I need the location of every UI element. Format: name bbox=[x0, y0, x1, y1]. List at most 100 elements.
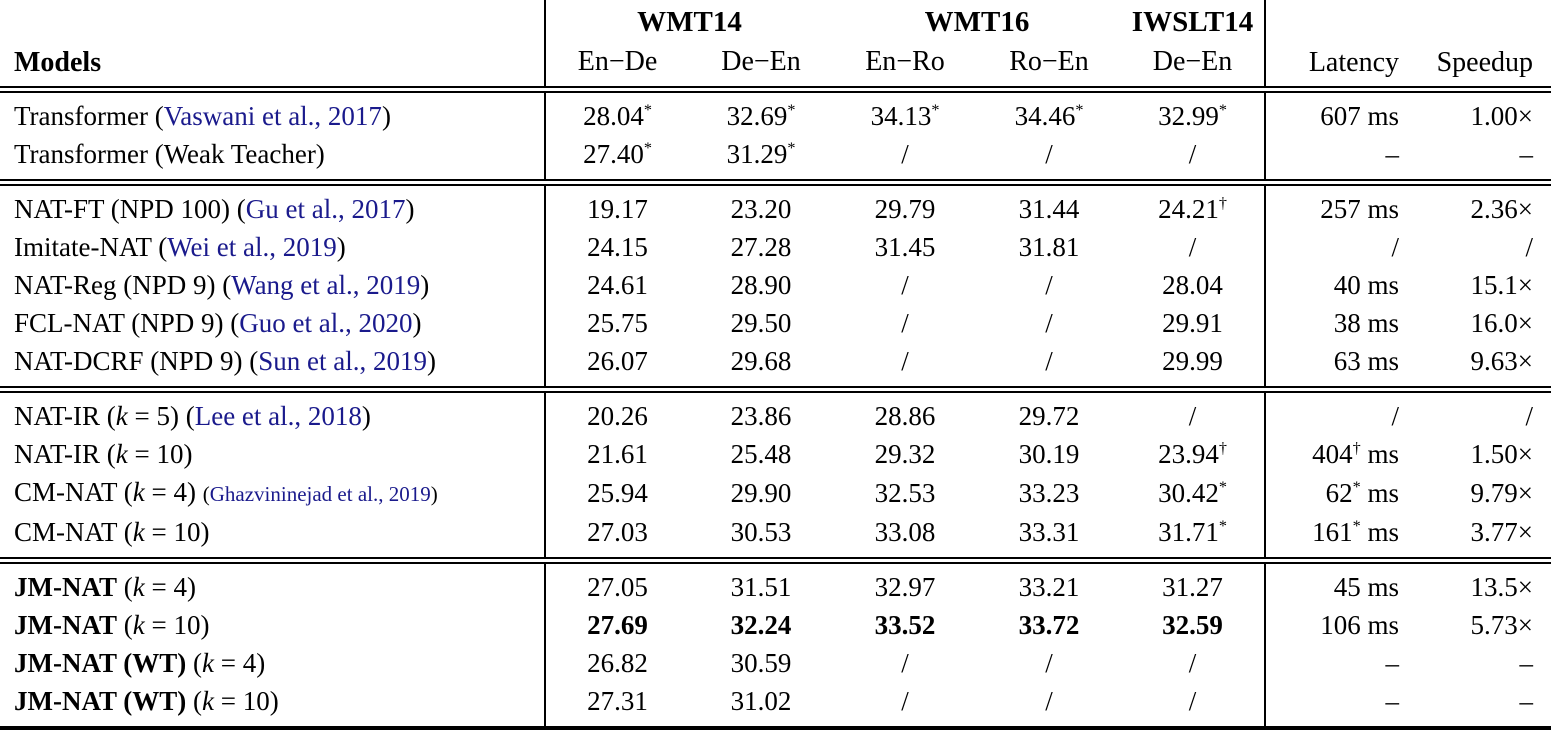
model-name-text: = 4) bbox=[144, 477, 203, 507]
model-name-text: ) bbox=[427, 346, 437, 376]
latency-value: 62* ms bbox=[1264, 473, 1411, 513]
bleu-value: 33.31 bbox=[1018, 517, 1080, 547]
significance-marker: * bbox=[787, 139, 796, 157]
speedup-value: 1.00× bbox=[1470, 101, 1533, 131]
table-section-2: NAT-FT (NPD 100) (Gu et al., 2017) 19.17 2… bbox=[0, 182, 1551, 390]
citation-link[interactable]: Lee et al., 2018 bbox=[194, 401, 362, 431]
model-name-text: Transformer ( bbox=[14, 101, 164, 131]
latency-value: 106 ms bbox=[1264, 606, 1411, 644]
speedup-value: 2.36× bbox=[1470, 194, 1533, 224]
table-row: CM-NAT (k = 4) (Ghazvininejad et al., 20… bbox=[0, 473, 1551, 513]
model-name-cell: CM-NAT (k = 10) bbox=[0, 513, 545, 561]
model-name-text: NAT-Reg (NPD 9) ( bbox=[14, 270, 232, 300]
bleu-value: 32.59 bbox=[1162, 610, 1223, 640]
models-header: Models bbox=[14, 47, 102, 78]
bleu-value: 27.05 bbox=[544, 560, 689, 606]
table-section-3: NAT-IR (k = 5) (Lee et al., 2018) 20.26 23… bbox=[0, 389, 1551, 561]
table-row: Transformer (Weak Teacher) 27.40* 31.29* / /… bbox=[0, 135, 1551, 183]
model-name-cell: CM-NAT (k = 4) (Ghazvininejad et al., 20… bbox=[0, 473, 545, 513]
bleu-value: 20.26 bbox=[544, 389, 689, 435]
speedup-value: 5.73× bbox=[1470, 610, 1533, 640]
bleu-value: 30.42* bbox=[1158, 478, 1227, 508]
citation-link[interactable]: Vaswani et al., 2017 bbox=[163, 101, 382, 131]
model-name-text: ) bbox=[420, 270, 430, 300]
bleu-value: 32.53 bbox=[874, 478, 936, 508]
model-name-cell: NAT-IR (k = 5) (Lee et al., 2018) bbox=[0, 390, 545, 436]
bleu-value: 27.69 bbox=[544, 606, 689, 644]
citation-link[interactable]: Sun et al., 2019 bbox=[258, 346, 428, 376]
model-name-text: CM-NAT ( bbox=[14, 517, 133, 547]
bleu-value: 24.15 bbox=[544, 228, 689, 266]
col-header-iwslt14-de-en: De−En bbox=[1152, 46, 1233, 77]
model-name-text: = 10) bbox=[144, 517, 210, 547]
model-name-text: ( bbox=[116, 572, 133, 602]
bleu-value: 31.81 bbox=[1018, 232, 1080, 262]
bleu-value: 26.07 bbox=[544, 342, 689, 390]
bleu-value: / bbox=[901, 139, 909, 169]
model-name-cell: NAT-FT (NPD 100) (Gu et al., 2017) bbox=[0, 183, 545, 229]
bleu-value: 23.94† bbox=[1158, 439, 1227, 469]
model-name-cell: NAT-DCRF (NPD 9) (Sun et al., 2019) bbox=[0, 342, 545, 390]
bleu-value: 30.53 bbox=[730, 517, 792, 547]
speedup-value: 16.0× bbox=[1470, 308, 1533, 338]
col-header-wmt16-ro-en: Ro−En bbox=[1009, 46, 1089, 77]
bleu-value: 23.20 bbox=[730, 194, 792, 224]
model-name-text: ) bbox=[381, 101, 391, 131]
latency-value: / bbox=[1264, 228, 1411, 266]
bleu-value: 28.90 bbox=[730, 270, 792, 300]
model-name-cell: JM-NAT (WT) (k = 10) bbox=[0, 682, 545, 728]
model-name-text: NAT-IR ( bbox=[14, 401, 116, 431]
model-name-cell: Transformer (Vaswani et al., 2017) bbox=[0, 90, 545, 136]
model-name-text: NAT-DCRF (NPD 9) ( bbox=[14, 346, 259, 376]
bleu-value: / bbox=[901, 270, 909, 300]
lang-pair-row: En−De De−En En−Ro Ro−En De−En bbox=[0, 42, 1551, 90]
significance-marker: * bbox=[1218, 478, 1227, 496]
speedup-value: 13.5× bbox=[1470, 572, 1533, 602]
bleu-value: 31.29* bbox=[726, 139, 796, 169]
bleu-value: 27.03 bbox=[544, 513, 689, 561]
bleu-value: 31.45 bbox=[874, 232, 936, 262]
group-header-wmt14: WMT14 bbox=[544, 0, 833, 42]
model-name-text: ) bbox=[336, 232, 346, 262]
bleu-value: 28.04* bbox=[544, 89, 689, 135]
bleu-value: 25.48 bbox=[730, 439, 792, 469]
model-name-cell: JM-NAT (k = 10) bbox=[0, 606, 545, 644]
significance-marker: † bbox=[1218, 439, 1227, 457]
model-name-text: NAT-IR ( bbox=[14, 439, 116, 469]
model-name-text: ( bbox=[202, 482, 210, 506]
speedup-value: – bbox=[1519, 686, 1534, 716]
model-name-text: ( bbox=[116, 610, 133, 640]
model-name-text: k bbox=[132, 572, 145, 602]
model-name-cell: JM-NAT (k = 4) bbox=[0, 561, 545, 607]
model-name-text: k bbox=[132, 517, 145, 547]
citation-link[interactable]: Ghazvininejad et al., 2019 bbox=[209, 482, 431, 506]
model-name-text: ) bbox=[412, 308, 422, 338]
citation-link[interactable]: Guo et al., 2020 bbox=[239, 308, 413, 338]
bleu-value: / bbox=[901, 686, 909, 716]
table-row: NAT-IR (k = 5) (Lee et al., 2018) 20.26 23… bbox=[0, 389, 1551, 436]
model-name-text: k bbox=[115, 401, 128, 431]
bleu-value: 27.28 bbox=[730, 232, 792, 262]
model-name-text: k bbox=[132, 610, 145, 640]
bleu-value: 33.72 bbox=[1018, 610, 1080, 640]
bleu-value: 30.19 bbox=[1018, 439, 1080, 469]
model-name-cell: NAT-IR (k = 10) bbox=[0, 435, 545, 473]
table-header: Models WMT14 WMT16 IWSLT14 Latency Speed… bbox=[0, 0, 1551, 90]
citation-link[interactable]: Wang et al., 2019 bbox=[231, 270, 421, 300]
bleu-value: 29.99 bbox=[1162, 346, 1223, 376]
bleu-value: 29.72 bbox=[1018, 401, 1080, 431]
table-row: JM-NAT (WT) (k = 10) 27.31 31.02// / – – bbox=[0, 682, 1551, 728]
bleu-value: / bbox=[1045, 308, 1053, 338]
bleu-value: / bbox=[901, 648, 909, 678]
bleu-value: / bbox=[1188, 232, 1197, 262]
citation-link[interactable]: Wei et al., 2019 bbox=[167, 232, 337, 262]
model-name-text: = 10) bbox=[144, 610, 210, 640]
col-header-wmt14-de-en: De−En bbox=[721, 46, 801, 77]
table-row: NAT-IR (k = 10) 21.61 25.48 29.32 30.19 23.94… bbox=[0, 435, 1551, 473]
latency-value: / bbox=[1264, 389, 1411, 435]
model-name-text: ( bbox=[186, 648, 202, 678]
speedup-value: 9.79× bbox=[1470, 478, 1533, 508]
significance-marker: * bbox=[787, 101, 796, 119]
citation-link[interactable]: Gu et al., 2017 bbox=[245, 194, 406, 224]
model-name-cell: Transformer (Weak Teacher) bbox=[0, 135, 545, 183]
